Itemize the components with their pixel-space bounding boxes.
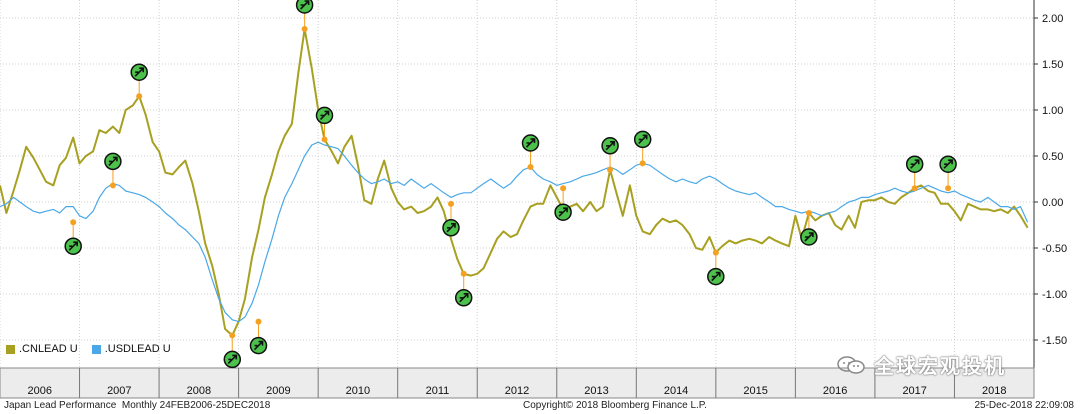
- annotation-point: [321, 136, 328, 143]
- badge-glyph: [459, 292, 469, 303]
- y-tick-label: 0.00: [1042, 197, 1063, 209]
- wechat-icon: [837, 355, 865, 374]
- annotation-badge-icon: [295, 0, 314, 14]
- legend-swatch-cnlead: [6, 344, 15, 354]
- x-axis-background: [0, 367, 1035, 399]
- series-layer: [0, 28, 1029, 337]
- legend-swatch-usdlead: [91, 344, 101, 354]
- badge-circle: [295, 0, 314, 14]
- badge-glyph: [804, 232, 814, 242]
- annotation-layer: [64, 0, 957, 369]
- badge-glyph: [319, 110, 330, 120]
- badge-glyph: [910, 159, 920, 169]
- x-tick-label: 2006: [28, 385, 52, 397]
- x-tick-label: 2008: [187, 385, 211, 397]
- annotation-point: [109, 182, 116, 189]
- annotation-badge-icon: [707, 267, 725, 286]
- annotation-point: [639, 160, 646, 167]
- footer-title: Japan Lead Performance Monthly 24FEB2006…: [4, 400, 270, 411]
- x-tick-label: 2016: [823, 385, 847, 397]
- badge-glyph: [711, 271, 721, 282]
- badge-glyph: [227, 354, 238, 364]
- badge-glyph: [134, 67, 144, 77]
- x-tick-label: 2009: [266, 385, 290, 397]
- legend-item-usdlead: .USDLEAD U: [91, 343, 171, 355]
- annotation-badge-icon: [601, 137, 619, 155]
- annotation-point: [460, 270, 467, 277]
- y-tick-label: 1.50: [1042, 59, 1063, 71]
- badge-glyph: [68, 241, 78, 251]
- y-tick-label: -1.50: [1042, 335, 1067, 347]
- annotation-badge-icon: [554, 203, 572, 221]
- footer-chart-title: Japan Lead Performance: [4, 400, 117, 411]
- y-tick-label: -1.00: [1042, 289, 1067, 301]
- annotation-badge-icon: [249, 336, 268, 355]
- annotation-badge-icon: [315, 106, 334, 125]
- x-tick-label: 2007: [107, 385, 131, 397]
- annotation-badge-icon: [800, 228, 818, 246]
- footer-bar: Japan Lead Performance Monthly 24FEB2006…: [0, 399, 1080, 414]
- annotation-point: [447, 200, 454, 207]
- badge-glyph: [446, 223, 456, 233]
- annotation-point: [301, 26, 308, 33]
- series-line-usdlead: [0, 141, 1029, 323]
- legend: .CNLEAD U .USDLEAD U: [6, 343, 185, 355]
- y-tick-label: 1.00: [1042, 105, 1063, 117]
- x-tick-label: 2012: [505, 385, 529, 397]
- annotation-point: [945, 185, 952, 192]
- y-tick-label: -0.50: [1042, 243, 1067, 255]
- annotation-point: [70, 219, 77, 226]
- badge-glyph: [638, 134, 648, 144]
- x-tick-label: 2013: [584, 385, 608, 397]
- badge-glyph: [558, 207, 568, 217]
- x-tick-label: 2011: [426, 385, 450, 397]
- annotation-point: [255, 318, 262, 325]
- badge-glyph: [253, 340, 264, 351]
- annotation-point: [527, 164, 534, 171]
- footer-copyright: Copyright© 2018 Bloomberg Finance L.P.: [523, 400, 707, 411]
- annotation-point: [136, 93, 143, 100]
- y-tick-label: 0.50: [1042, 151, 1063, 163]
- watermark-text: 全球宏观投机: [874, 356, 1006, 378]
- annotation-badge-icon: [442, 219, 460, 237]
- badge-glyph: [300, 0, 310, 10]
- watermark: 全球宏观投机: [836, 350, 1006, 379]
- annotation-badge-icon: [104, 152, 122, 171]
- annotation-badge-icon: [939, 155, 957, 173]
- footer-timestamp: 25-Dec-2018 22:09:08: [974, 400, 1074, 411]
- badge-glyph: [108, 156, 118, 166]
- annotation-badge-icon: [633, 130, 652, 149]
- x-tick-label: 2010: [346, 385, 370, 397]
- annotation-point: [229, 332, 236, 339]
- annotation-point: [712, 249, 719, 256]
- y-tick-label: 2.00: [1042, 13, 1063, 25]
- annotation-point: [911, 185, 918, 192]
- annotation-badge-icon: [521, 134, 540, 152]
- legend-label-usdlead: .USDLEAD U: [104, 343, 171, 355]
- x-axis-band: 2006 2007 2008 2009 2010 2011 2012 2013 2014 2015…: [0, 367, 1035, 399]
- annotation-badge-icon: [223, 350, 242, 369]
- badge-glyph: [943, 159, 953, 169]
- annotation-badge-icon: [454, 289, 473, 307]
- legend-item-cnlead: .CNLEAD U: [6, 343, 78, 355]
- x-tick-label: 2015: [743, 385, 767, 397]
- badge-glyph: [605, 141, 615, 151]
- footer-period: Monthly 24FEB2006-25DEC2018: [121, 400, 271, 411]
- x-tick-label: 2014: [664, 385, 688, 397]
- annotation-badge-icon: [905, 155, 924, 173]
- series-line-cnlead: [0, 28, 1029, 337]
- legend-label-cnlead: .CNLEAD U: [19, 343, 78, 355]
- x-tick-label: 2018: [982, 385, 1006, 397]
- annotation-badge-icon: [64, 237, 82, 255]
- grid-layer: [0, 0, 1035, 398]
- y-axis-ticks: 2.00 1.50 1.00 0.50 0.00 -0.50 -1.00 -1.50: [1034, 13, 1067, 347]
- annotation-point: [560, 185, 567, 192]
- annotation-point: [805, 210, 812, 217]
- x-tick-label: 2017: [902, 385, 926, 397]
- annotation-point: [607, 166, 614, 173]
- badge-glyph: [525, 138, 536, 148]
- annotation-badge-icon: [130, 63, 148, 81]
